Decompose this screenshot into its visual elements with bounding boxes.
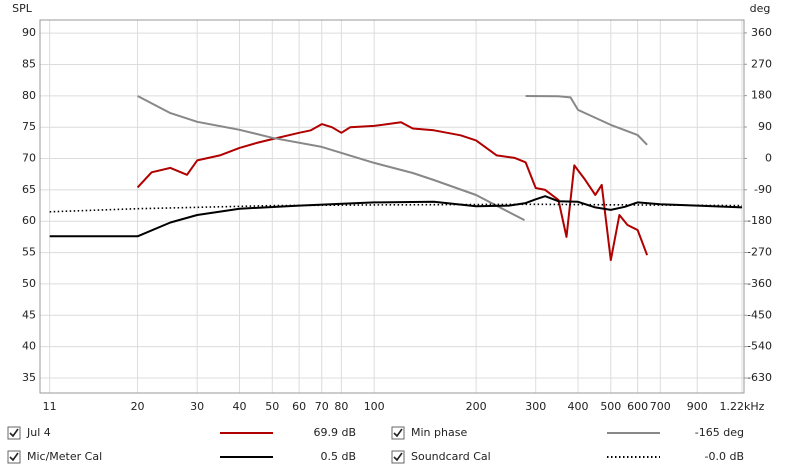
legend-checkmark bbox=[9, 452, 19, 462]
legend-readout: 69.9 dB bbox=[313, 426, 356, 439]
legend-checkbox[interactable] bbox=[7, 426, 21, 440]
x-tick-label: 40 bbox=[232, 400, 246, 413]
legend-readout: -0.0 dB bbox=[705, 450, 745, 463]
x-tick-label: 300 bbox=[525, 400, 546, 413]
x-tick-label: 50 bbox=[265, 400, 279, 413]
legend-checkmark bbox=[393, 428, 403, 438]
x-tick-label: 1.22kHz bbox=[720, 400, 765, 413]
y2-tick-label: -540 bbox=[747, 340, 772, 353]
y2-tick-label: -180 bbox=[747, 214, 772, 227]
y-tick-label: 45 bbox=[22, 308, 36, 321]
legend-checkmark bbox=[9, 428, 19, 438]
y2-tick-label: 270 bbox=[751, 57, 772, 70]
x-tick-label: 600 bbox=[627, 400, 648, 413]
x-tick-label: 700 bbox=[650, 400, 671, 413]
y-tick-label: 40 bbox=[22, 340, 36, 353]
y2-tick-label: -630 bbox=[747, 371, 772, 384]
series-line bbox=[49, 195, 743, 238]
y-tick-label: 50 bbox=[22, 277, 36, 290]
legend-checkmark bbox=[393, 452, 403, 462]
legend-name: Mic/Meter Cal bbox=[27, 450, 102, 463]
x-tick-label: 70 bbox=[315, 400, 329, 413]
y-tick-label: 70 bbox=[22, 152, 36, 165]
legend-readout: -165 deg bbox=[695, 426, 744, 439]
legend-checkbox[interactable] bbox=[7, 450, 21, 464]
y-tick-label: 75 bbox=[22, 120, 36, 133]
x-tick-label: 500 bbox=[600, 400, 621, 413]
series-line bbox=[137, 95, 648, 221]
x-tick-label: 400 bbox=[568, 400, 589, 413]
y2-tick-label: 360 bbox=[751, 26, 772, 39]
series-line bbox=[49, 203, 743, 213]
y-tick-label: 35 bbox=[22, 371, 36, 384]
y2-tick-label: -270 bbox=[747, 246, 772, 259]
x-tick-label: 60 bbox=[292, 400, 306, 413]
x-tick-label: 900 bbox=[687, 400, 708, 413]
y-tick-label: 60 bbox=[22, 214, 36, 227]
y2-tick-label: 0 bbox=[765, 151, 772, 164]
x-tick-label: 11 bbox=[43, 400, 57, 413]
legend-readout: 0.5 dB bbox=[320, 450, 356, 463]
x-tick-label: 20 bbox=[131, 400, 145, 413]
legend-checkbox[interactable] bbox=[391, 450, 405, 464]
x-tick-label: 200 bbox=[466, 400, 487, 413]
legend-name: Soundcard Cal bbox=[411, 450, 491, 463]
y2-tick-label: -360 bbox=[747, 277, 772, 290]
y-axis-label: SPL bbox=[12, 2, 33, 15]
legend-name: Jul 4 bbox=[26, 426, 51, 439]
series-line bbox=[136, 121, 649, 262]
y-tick-label: 85 bbox=[22, 58, 36, 71]
y2-tick-label: -90 bbox=[754, 183, 772, 196]
y-tick-label: 80 bbox=[22, 89, 36, 102]
y-tick-label: 90 bbox=[22, 26, 36, 39]
y-tick-label: 55 bbox=[22, 246, 36, 259]
y-tick-label: 65 bbox=[22, 183, 36, 196]
y2-tick-label: 180 bbox=[751, 89, 772, 102]
x-tick-label: 80 bbox=[334, 400, 348, 413]
y2-tick-label: 90 bbox=[758, 120, 772, 133]
x-tick-label: 30 bbox=[190, 400, 204, 413]
y2-tick-label: -450 bbox=[747, 308, 772, 321]
x-tick-label: 100 bbox=[364, 400, 385, 413]
legend-checkbox[interactable] bbox=[391, 426, 405, 440]
y2-axis-label: deg bbox=[750, 2, 771, 15]
plot-area bbox=[39, 19, 745, 394]
legend-name: Min phase bbox=[411, 426, 467, 439]
